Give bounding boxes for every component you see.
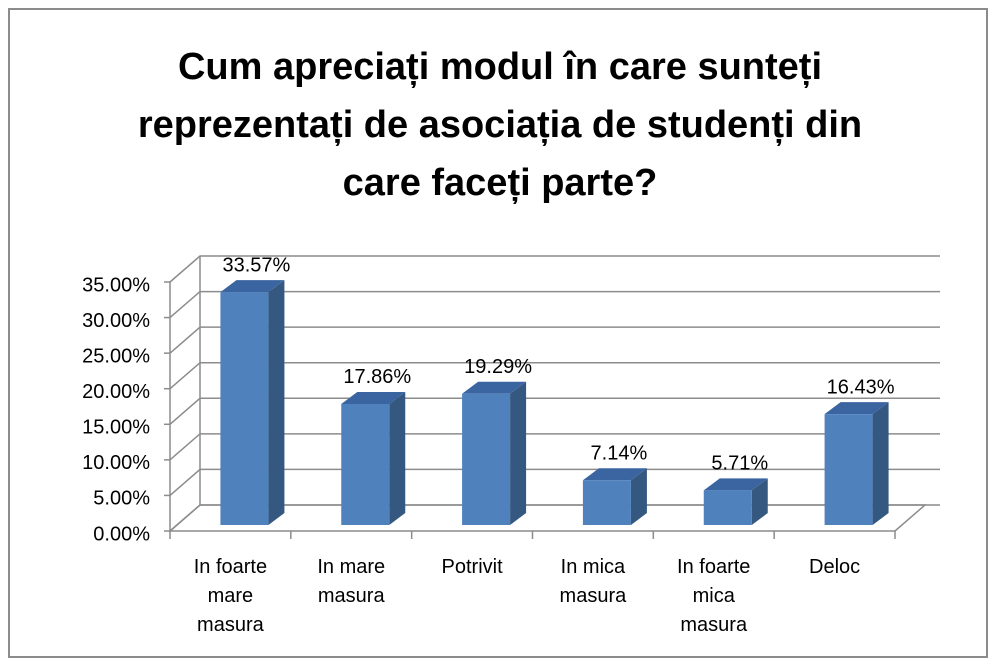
grid-line: [169, 504, 940, 532]
bar-front: [462, 393, 511, 525]
bar-top: [462, 381, 527, 394]
bar-top: [582, 468, 647, 481]
bar-side: [389, 391, 406, 525]
grid-line: [169, 397, 940, 425]
bar-front: [824, 414, 873, 525]
y-tick-label: 10.00%: [82, 452, 150, 474]
bar-side: [630, 468, 647, 525]
bar: [824, 402, 889, 525]
y-tick-label: 35.00%: [82, 274, 150, 296]
chart-title: Cum apreciați modul în care sunteți repr…: [137, 46, 863, 204]
value-label: 17.86%: [343, 366, 411, 388]
grid-line: [169, 255, 940, 283]
x-tick-label: In foarte mica masura: [677, 556, 751, 636]
value-label: 5.71%: [711, 453, 768, 475]
bar-top: [703, 478, 768, 491]
x-tick-label: In foarte mare masura: [193, 556, 268, 636]
value-label: 19.29%: [464, 356, 532, 378]
bar: [703, 478, 768, 525]
value-label: 7.14%: [591, 442, 648, 464]
x-tick-label: Deloc: [809, 556, 861, 578]
bar: [341, 391, 406, 525]
grid-line: [169, 326, 940, 354]
x-tick-label: Potrivit: [441, 556, 503, 578]
x-tick-label: In mare masura: [317, 556, 386, 607]
value-label: 16.43%: [827, 376, 895, 398]
bar-front: [582, 480, 631, 525]
y-tick-label: 30.00%: [82, 310, 150, 332]
grid-line: [169, 361, 940, 390]
bar-side: [872, 402, 889, 525]
bar: [462, 381, 527, 525]
bar-front: [341, 403, 390, 525]
bar-front: [703, 490, 752, 525]
bar-side: [510, 381, 527, 525]
bar-side: [751, 478, 768, 525]
y-tick-label: 5.00%: [93, 488, 150, 510]
grid-line: [169, 468, 940, 496]
bar-side: [268, 280, 285, 525]
y-tick-label: 25.00%: [82, 345, 150, 367]
y-tick-label: 0.00%: [93, 523, 150, 545]
bar-top: [824, 402, 889, 415]
bar: [220, 280, 285, 525]
bar: [582, 468, 647, 525]
grid-line: [169, 433, 940, 461]
y-tick-label: 15.00%: [82, 417, 150, 439]
value-label: 33.57%: [222, 254, 290, 276]
grid-line: [169, 290, 940, 319]
x-tick-label: In mica masura: [559, 556, 627, 607]
chart-frame: [8, 8, 988, 658]
y-tick-label: 20.00%: [82, 381, 150, 403]
bar-top: [220, 280, 285, 293]
bar-top: [341, 391, 406, 404]
bar-front: [220, 292, 269, 525]
